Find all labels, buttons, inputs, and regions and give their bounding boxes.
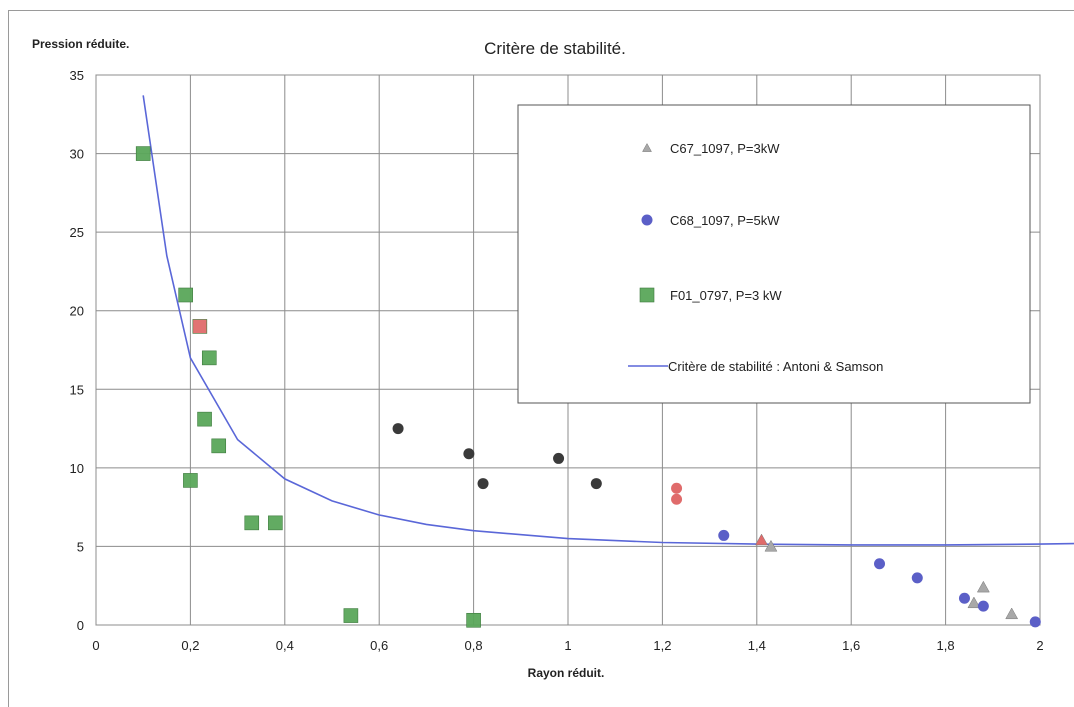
y-tick-label: 35 [70,68,84,83]
data-point-square [192,319,208,334]
data-point-circle [553,452,565,464]
x-tick-label: 0,8 [465,638,483,653]
legend-triangle-swatch [642,142,652,152]
x-axis-label: Rayon réduit. [528,666,605,680]
axis-ticks: 0 0,2 0,4 0,6 0,8 1 1,2 1,4 1,6 1,8 20510152025303… [70,68,1044,653]
x-tick-label: 0,6 [370,638,388,653]
x-tick-label: 1 [564,638,571,653]
y-tick-label: 10 [70,461,84,476]
legend-square-swatch [639,287,655,303]
data-point-circle [463,448,475,460]
legend-entry-label: Critère de stabilité : Antoni & Samson [668,359,883,374]
chart-title: Critère de stabilité. [484,39,626,58]
data-markers [135,146,1041,628]
chart-frame [8,10,1074,707]
data-point-square [178,287,193,303]
data-point-circle [874,558,886,570]
data-point-circle [911,572,923,584]
legend-box [517,104,1031,404]
data-point-square [244,515,260,531]
x-tick-label: 0 [92,638,99,653]
data-point-square [211,438,227,454]
y-tick-label: 25 [70,225,84,240]
data-point-circle [671,493,683,505]
legend-circle-swatch [641,214,653,226]
data-point-circle [671,482,683,494]
data-point-triangle [976,580,990,593]
data-point-circle [977,600,989,612]
x-tick-label: 0,4 [276,638,294,653]
stability-curve-line [142,95,1074,546]
data-point-triangle [764,539,778,552]
data-point-circle [590,478,602,490]
y-tick-label: 0 [77,618,84,633]
x-tick-label: 1,2 [653,638,671,653]
data-point-square [183,473,198,488]
x-tick-label: 1,8 [937,638,955,653]
data-point-square [201,350,217,366]
y-tick-label: 15 [70,382,84,397]
data-point-square [268,515,283,531]
data-point-square [135,146,151,161]
y-tick-label: 30 [70,147,84,162]
data-point-square [343,608,359,623]
x-tick-label: 2 [1036,638,1043,653]
y-axis-label: Pression réduite. [32,37,129,51]
data-point-square [197,411,212,427]
x-tick-label: 0,2 [181,638,199,653]
data-point-circle [718,529,730,541]
legend-entry-label: F01_0797, P=3 kW [670,288,782,303]
legend-entry-label: C68_1097, P=5kW [670,213,780,228]
data-point-square [466,612,481,628]
x-tick-label: 1,6 [842,638,860,653]
y-tick-label: 5 [77,539,84,554]
data-point-circle [1029,616,1041,628]
x-tick-label: 1,4 [748,638,766,653]
data-point-circle [958,592,970,604]
legend-entry-label: C67_1097, P=3kW [670,141,780,156]
data-point-triangle [967,596,981,609]
data-point-circle [392,423,404,435]
data-point-triangle [755,533,768,546]
data-point-triangle [1005,607,1019,620]
data-point-circle [477,478,489,490]
legend: C67_1097, P=3kW C68_1097, P=5kW F01_0797, … [517,104,1031,404]
stability-curve [142,95,1074,546]
y-tick-label: 20 [70,304,84,319]
